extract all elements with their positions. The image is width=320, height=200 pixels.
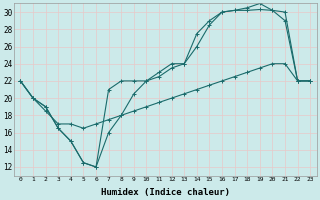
- X-axis label: Humidex (Indice chaleur): Humidex (Indice chaleur): [101, 188, 230, 197]
